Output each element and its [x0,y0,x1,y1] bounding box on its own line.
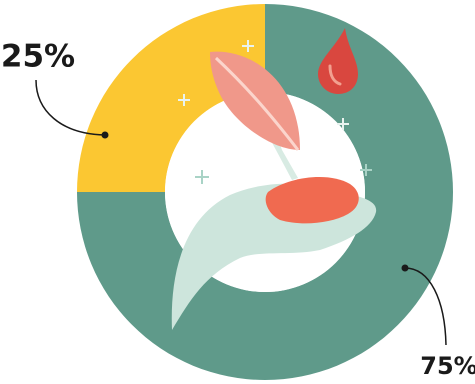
leaf-vein [214,56,300,151]
donut-segment [77,4,453,380]
illustration [171,28,377,330]
sparkles [178,40,349,130]
leader-line [35,79,106,136]
value-label: 25% [1,39,75,75]
drop [318,28,358,94]
donut-segment [77,4,265,192]
palm [265,177,359,224]
value-label: 75% [420,352,475,380]
leader-dot [101,131,109,139]
leader-dot [401,264,409,272]
drop-shine [328,64,342,86]
leader-line [404,267,447,346]
sparkles-teal [195,164,372,184]
